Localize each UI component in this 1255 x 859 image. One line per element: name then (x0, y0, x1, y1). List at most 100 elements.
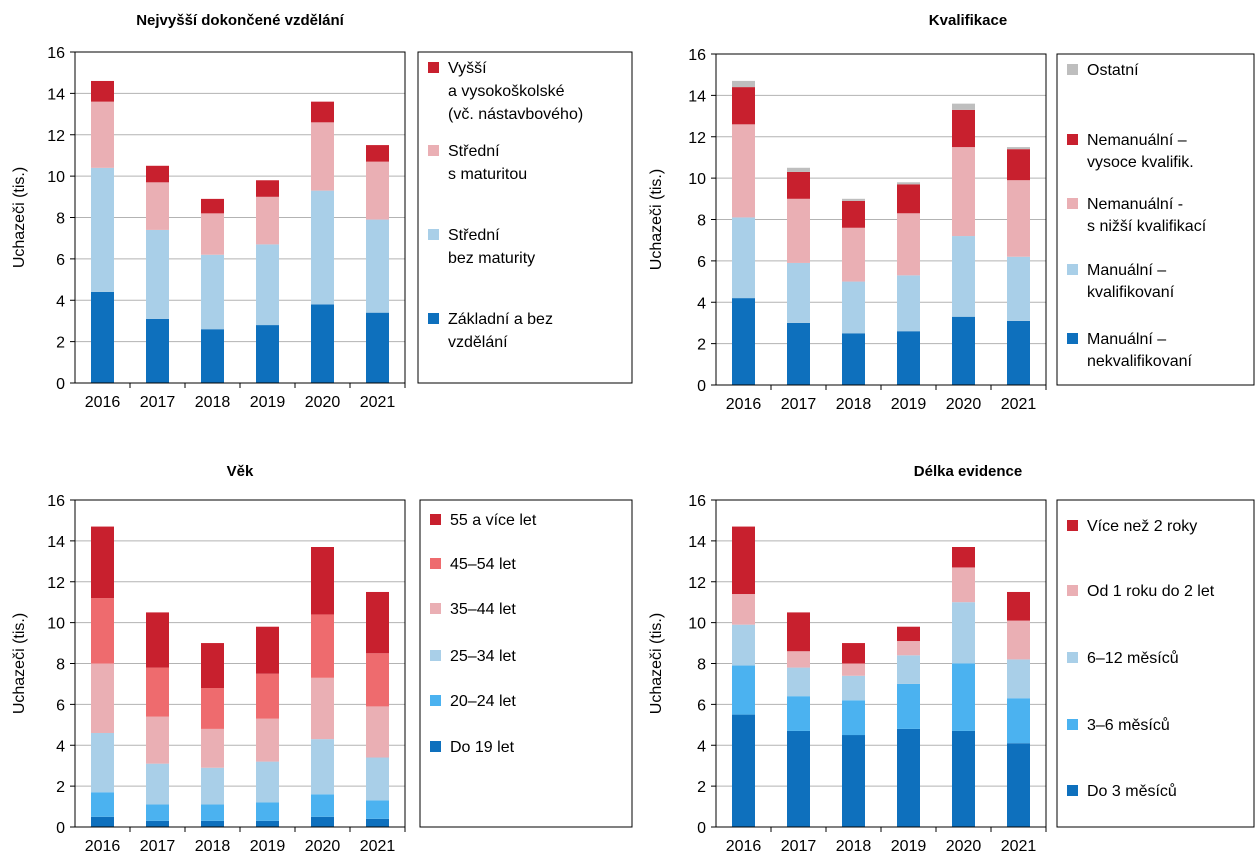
x-tick-label: 2017 (140, 838, 176, 855)
y-tick-label: 0 (56, 820, 65, 837)
bar-segment (366, 757, 389, 801)
y-axis-label: Uchazeči (tis.) (648, 169, 665, 270)
y-tick-label: 14 (688, 534, 706, 551)
bar-segment (787, 262, 810, 323)
bar-segment (201, 198, 224, 214)
legend-box (1056, 499, 1255, 828)
y-tick-label: 16 (688, 47, 706, 64)
bar-segment (91, 598, 114, 664)
bar-segment (897, 184, 920, 214)
bar-segment (201, 804, 224, 821)
bar-segment (256, 673, 279, 719)
legend-swatch (1067, 585, 1078, 596)
legend-label: 35–44 let (450, 601, 516, 618)
bar-segment (842, 227, 865, 282)
y-axis-label: Uchazeči (tis.) (11, 613, 28, 714)
bar-segment (842, 643, 865, 664)
legend-label: Střední s maturitou (448, 143, 527, 183)
legend-label: Od 1 roku do 2 let (1087, 583, 1215, 600)
bar-segment (366, 653, 389, 707)
legend-label: Manuální – kvalifikovaní (1087, 262, 1175, 301)
legend-swatch (430, 650, 441, 661)
bar-segment (1007, 698, 1030, 744)
bar-segment (146, 229, 169, 319)
bar-segment (146, 820, 169, 827)
bar-segment (952, 730, 975, 827)
legend-box (417, 51, 633, 384)
bar-segment (897, 213, 920, 276)
legend-label: Do 19 let (450, 739, 515, 756)
legend-label: Vyšší a vysokoškolské (vč. nástavbového) (448, 60, 583, 123)
bar-segment (732, 217, 755, 299)
legend-swatch (1067, 652, 1078, 663)
bar-segment (897, 655, 920, 684)
y-tick-label: 16 (47, 493, 65, 510)
y-tick-label: 16 (688, 493, 706, 510)
y-tick-label: 8 (697, 657, 706, 674)
bar-segment (91, 167, 114, 292)
y-tick-label: 0 (56, 376, 65, 393)
legend-label: 20–24 let (450, 693, 516, 710)
bar-segment (146, 763, 169, 805)
legend-swatch (1067, 134, 1078, 145)
bar-segment (256, 718, 279, 762)
y-tick-label: 16 (47, 45, 65, 62)
legend-label: 45–54 let (450, 556, 516, 573)
bar-segment (842, 663, 865, 676)
x-tick-label: 2019 (891, 396, 927, 413)
y-tick-label: 10 (47, 169, 65, 186)
x-tick-label: 2017 (781, 396, 817, 413)
x-tick-label: 2021 (1001, 838, 1037, 855)
bar-segment (1007, 620, 1030, 660)
y-tick-label: 4 (697, 738, 706, 755)
bar-segment (842, 200, 865, 228)
legend-swatch (428, 313, 439, 324)
bar-segment (787, 167, 810, 172)
y-tick-label: 0 (697, 378, 706, 395)
y-tick-label: 4 (56, 738, 65, 755)
bar-segment (366, 706, 389, 758)
bar-segment (732, 526, 755, 595)
y-tick-label: 8 (56, 657, 65, 674)
legend-label: 3–6 měsíců (1087, 716, 1170, 734)
legend-label: Ostatní (1087, 62, 1139, 79)
bar-segment (311, 547, 334, 615)
x-tick-label: 2017 (781, 838, 817, 855)
bar-segment (1007, 743, 1030, 827)
x-tick-label: 2016 (726, 396, 762, 413)
bar-segment (897, 626, 920, 642)
y-tick-label: 12 (688, 575, 706, 592)
bar-segment (201, 688, 224, 729)
bar-segment (256, 626, 279, 674)
bar-segment (91, 816, 114, 827)
y-axis-label: Uchazeči (tis.) (648, 613, 665, 714)
bar-segment (952, 316, 975, 385)
bar-segment (91, 663, 114, 733)
x-tick-label: 2020 (305, 394, 341, 411)
legend-swatch (428, 229, 439, 240)
legend-swatch (430, 741, 441, 752)
legend-label: 6–12 měsíců (1087, 649, 1179, 667)
bar-segment (952, 547, 975, 568)
legend-label: Manuální – nekvalifikovaní (1087, 331, 1193, 370)
x-tick-label: 2021 (360, 838, 396, 855)
bar-segment (91, 792, 114, 817)
y-tick-label: 2 (697, 337, 706, 354)
legend-label: Více než 2 roky (1087, 518, 1197, 535)
bar-segment (897, 641, 920, 656)
bar-segment (732, 665, 755, 715)
bar-segment (146, 182, 169, 230)
bar-segment (952, 147, 975, 237)
bar-segment (91, 101, 114, 168)
bar-segment (366, 800, 389, 819)
y-tick-label: 14 (47, 86, 65, 103)
bar-segment (787, 651, 810, 668)
bar-segment (1007, 149, 1030, 181)
bar-segment (146, 165, 169, 183)
bar-segment (732, 594, 755, 625)
bar-segment (952, 236, 975, 317)
bar-segment (897, 728, 920, 827)
x-tick-label: 2018 (836, 396, 872, 413)
y-tick-label: 4 (697, 295, 706, 312)
y-tick-label: 2 (56, 335, 65, 352)
